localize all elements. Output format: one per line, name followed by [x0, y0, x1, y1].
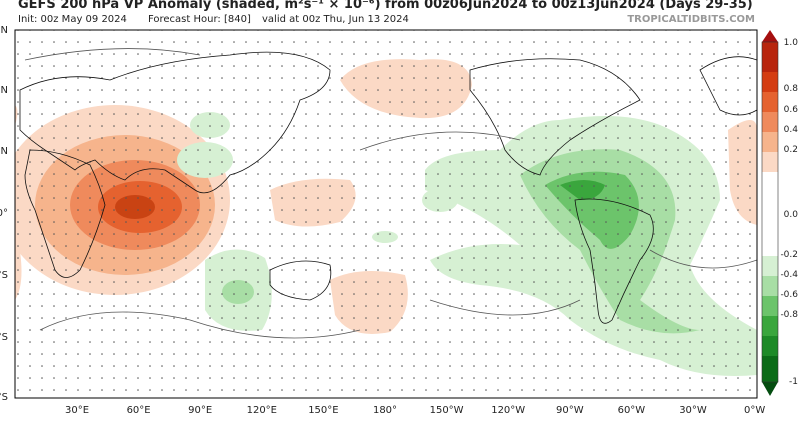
longitude-label: 90°E	[188, 405, 212, 416]
longitude-label: 30°E	[65, 405, 89, 416]
colorbar-label: 0.4	[784, 125, 799, 135]
coastline	[469, 58, 641, 176]
colorbar	[761, 30, 779, 396]
longitude-label: 180°	[373, 405, 397, 416]
colorbar-label: -0.2	[780, 250, 798, 260]
labels: 30°E 60°E 90°E 120°E 150°E 180° 150°W 120°W 90°W…	[0, 25, 798, 416]
colorbar-label: -0.4	[780, 270, 798, 280]
grid-dots	[15, 30, 757, 398]
longitude-label: 0°W	[744, 405, 765, 416]
valid-time: valid at 00z Thu, Jun 13 2024	[262, 14, 409, 25]
colorbar-label: 1.0	[784, 38, 799, 48]
map	[15, 30, 757, 398]
colorbar-label: 0.0	[784, 210, 799, 220]
init: Init: 00z May 09 2024	[18, 14, 127, 25]
contour	[24, 48, 757, 339]
watermark: TROPICALTIDBITS.COM	[627, 14, 755, 25]
coastline	[24, 149, 106, 278]
latitude-label: N	[1, 85, 8, 96]
coastline	[19, 51, 331, 194]
longitude-label: 30°W	[679, 405, 707, 416]
coastline	[269, 260, 332, 301]
latitude-label: °S	[0, 332, 8, 343]
coastline	[699, 56, 757, 116]
latitude-label: °S	[0, 392, 8, 403]
latitude-label: N	[1, 146, 8, 157]
forecast-hour: Forecast Hour: [840]	[148, 14, 251, 25]
longitude-label: 90°W	[556, 405, 584, 416]
colorbar-label: -0.6	[780, 290, 798, 300]
longitude-label: 120°E	[247, 405, 277, 416]
map-frame	[14, 29, 758, 399]
longitude-label: 150°E	[308, 405, 338, 416]
longitude-label: 60°W	[618, 405, 646, 416]
title: GEFS 200 hPa VP Anomaly (shaded, m²s⁻¹ ×…	[18, 0, 753, 12]
longitude-label: 120°W	[491, 405, 525, 416]
colorbar-label: -1	[789, 377, 798, 387]
colorbar-label: 0.8	[784, 84, 799, 94]
colorbar-label: 0.6	[784, 105, 799, 115]
colorbar-label: -0.8	[780, 310, 798, 320]
coastline	[574, 198, 654, 324]
latitude-label: 0°	[0, 208, 8, 219]
latitude-label: °S	[0, 270, 8, 281]
colorbar-label: 0.2	[784, 145, 798, 155]
longitude-label: 150°W	[430, 405, 464, 416]
longitude-label: 60°E	[127, 405, 151, 416]
latitude-label: N	[1, 25, 8, 36]
